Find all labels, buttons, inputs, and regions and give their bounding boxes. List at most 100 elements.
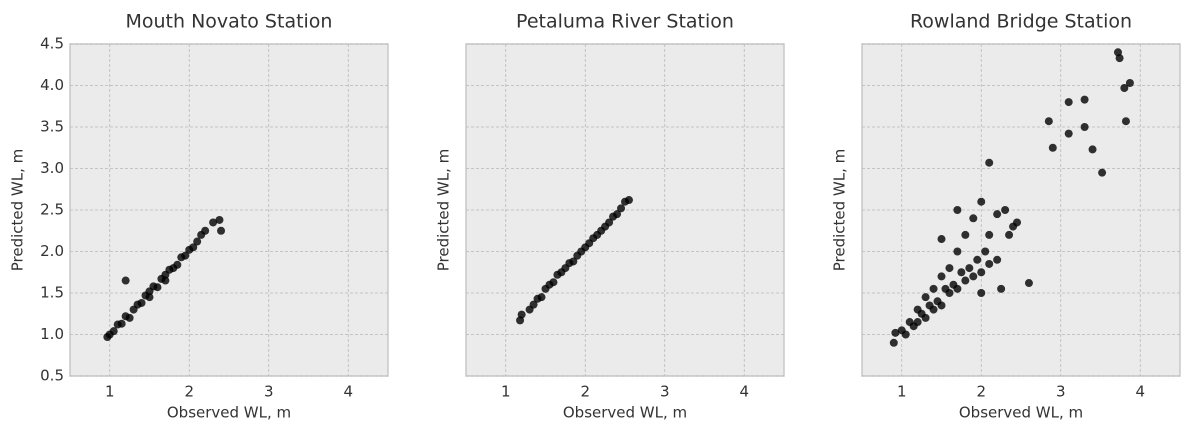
point [945, 264, 954, 273]
x-tick-label: 2 [976, 383, 986, 401]
x-tick-label: 3 [1056, 383, 1066, 401]
point [937, 301, 946, 310]
point [937, 235, 946, 244]
y-tick-label: 0.5 [40, 367, 64, 385]
y-tick-label: 1.0 [40, 325, 64, 343]
point [549, 278, 558, 287]
chart-title: Rowland Bridge Station [910, 11, 1132, 33]
point [569, 257, 578, 266]
point [145, 293, 154, 302]
point [109, 327, 118, 336]
x-tick-label: 1 [501, 383, 511, 401]
point [1121, 117, 1130, 126]
point [961, 230, 970, 239]
point [1125, 79, 1134, 88]
x-axis-label: Observed WL, m [563, 404, 687, 422]
point [537, 293, 546, 302]
y-axis-label: Predicted WL, m [9, 149, 27, 272]
x-axis-label: Observed WL, m [959, 404, 1083, 422]
point [985, 158, 994, 167]
point [125, 313, 134, 322]
point [997, 284, 1006, 293]
point [953, 284, 962, 293]
point [1024, 279, 1033, 288]
x-tick-label: 1 [105, 383, 115, 401]
point [617, 204, 626, 213]
y-axis-label: Predicted WL, m [831, 149, 849, 272]
chart-title: Petaluma River Station [516, 11, 734, 33]
point [945, 289, 954, 297]
point [921, 313, 930, 322]
point [1115, 54, 1124, 63]
y-axis-label: Predicted WL, m [435, 149, 453, 272]
point [1080, 123, 1089, 131]
point [161, 276, 170, 285]
point [993, 255, 1002, 264]
point [969, 214, 978, 223]
x-tick-label: 3 [660, 383, 670, 401]
y-tick-label: 2.0 [40, 242, 64, 260]
point [529, 300, 538, 309]
point [1098, 168, 1107, 177]
point [181, 251, 190, 260]
chart-title: Mouth Novato Station [126, 11, 333, 33]
point [901, 330, 910, 339]
point [889, 338, 898, 347]
point [985, 259, 994, 268]
point [1064, 129, 1073, 138]
point [1005, 230, 1014, 239]
point [1048, 143, 1057, 152]
point [953, 206, 962, 214]
point [957, 268, 966, 277]
point [201, 226, 210, 235]
point [624, 196, 633, 205]
point [1044, 117, 1053, 126]
point [117, 319, 126, 328]
point [1088, 145, 1097, 154]
point [973, 255, 982, 264]
x-tick-label: 3 [264, 383, 274, 401]
point [1013, 218, 1022, 227]
point [1064, 98, 1073, 107]
point [977, 289, 986, 297]
point [215, 215, 224, 224]
point [1080, 95, 1089, 104]
point [937, 272, 946, 281]
x-axis-label: Observed WL, m [167, 404, 291, 422]
point [961, 276, 970, 285]
point [1120, 83, 1129, 92]
point [605, 218, 614, 227]
point [977, 268, 986, 277]
y-tick-label: 1.5 [40, 284, 64, 302]
point [517, 310, 526, 319]
point [217, 226, 226, 235]
y-tick-label: 4.0 [40, 76, 64, 94]
point [981, 247, 990, 256]
point [1001, 206, 1010, 214]
point [193, 237, 202, 246]
y-tick-label: 4.5 [40, 35, 64, 53]
point [189, 243, 198, 252]
x-tick-label: 4 [739, 383, 749, 401]
x-tick-label: 1 [897, 383, 907, 401]
point [965, 264, 974, 273]
point [953, 247, 962, 256]
point [209, 218, 218, 227]
point [969, 272, 978, 281]
point [137, 298, 146, 307]
point [985, 230, 994, 239]
x-tick-label: 2 [184, 383, 194, 401]
y-tick-label: 3.5 [40, 118, 64, 136]
point [929, 305, 938, 314]
x-tick-label: 4 [1135, 383, 1145, 401]
point [913, 318, 922, 327]
point [993, 210, 1002, 219]
point [173, 260, 182, 269]
y-tick-label: 3.0 [40, 159, 64, 177]
point [921, 293, 930, 302]
point [977, 197, 986, 206]
point [153, 283, 162, 292]
point [121, 276, 130, 285]
point [891, 328, 900, 337]
